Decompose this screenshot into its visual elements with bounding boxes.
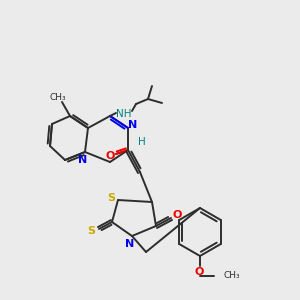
- Text: O: O: [105, 151, 115, 161]
- Text: S: S: [107, 193, 115, 203]
- Text: O: O: [172, 210, 182, 220]
- Text: CH₃: CH₃: [224, 272, 241, 280]
- Text: NH: NH: [116, 109, 132, 119]
- Text: O: O: [194, 267, 204, 277]
- Text: H: H: [138, 137, 146, 147]
- Text: N: N: [125, 239, 135, 249]
- Text: S: S: [87, 226, 95, 236]
- Text: N: N: [128, 120, 138, 130]
- Text: N: N: [78, 155, 88, 165]
- Text: CH₃: CH₃: [50, 94, 66, 103]
